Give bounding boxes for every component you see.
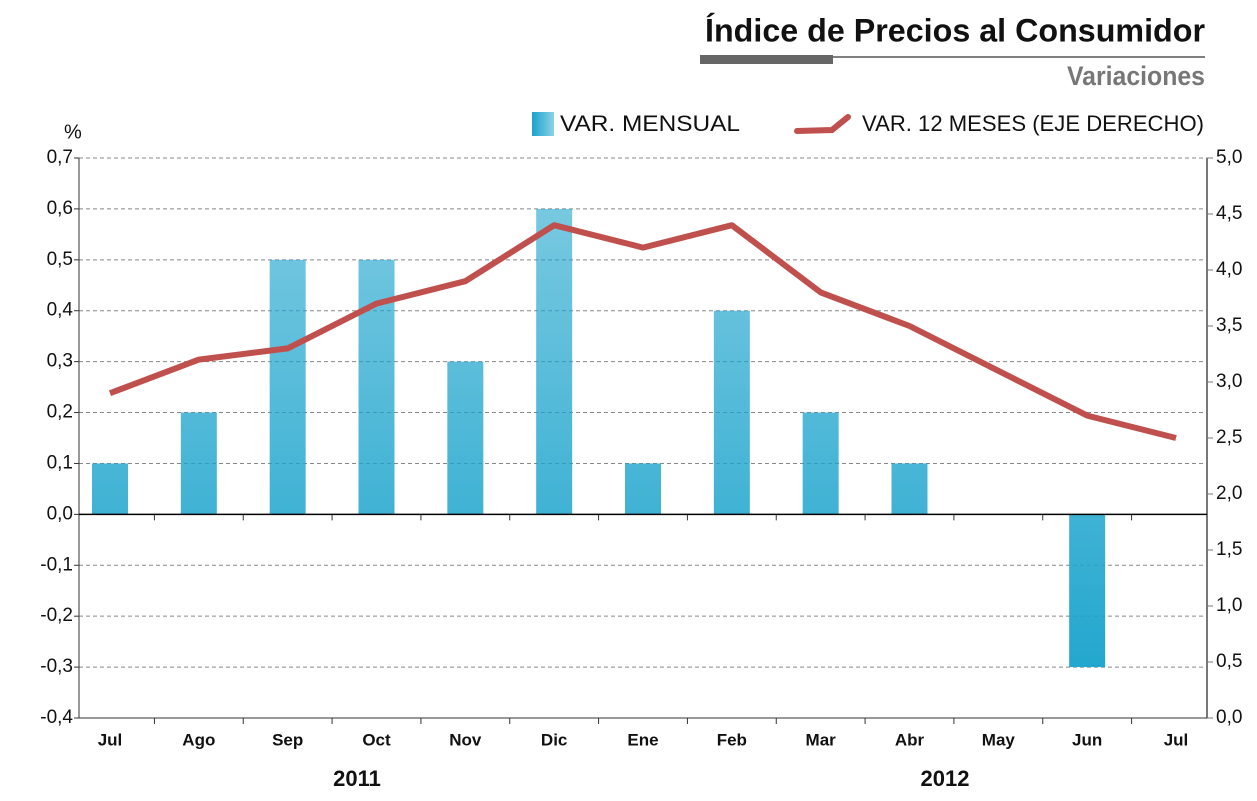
bar — [269, 259, 306, 515]
y-tick-label: 0,3 — [47, 351, 73, 372]
x-tick-label: Dic — [541, 730, 567, 749]
legend-swatch — [532, 112, 554, 136]
x-tick-label: Oct — [362, 730, 391, 749]
bar — [891, 463, 928, 515]
bar — [447, 361, 484, 515]
year-label: 2011 — [333, 766, 381, 791]
legend-label: VAR. MENSUAL — [560, 111, 740, 136]
y-tick-label: 0,2 — [47, 402, 73, 423]
title-bar — [700, 55, 833, 64]
y-tick-label: 0,0 — [47, 503, 73, 524]
x-tick-label: May — [982, 730, 1016, 749]
y-unit: % — [64, 121, 82, 143]
x-tick-label: Jul — [98, 730, 123, 749]
legend-label: VAR. 12 MESES (EJE DERECHO) — [862, 111, 1204, 136]
x-tick-label: Sep — [272, 730, 303, 749]
bar — [713, 310, 750, 515]
x-tick-label: Ago — [182, 730, 215, 749]
y2-tick-label: 5,0 — [1216, 147, 1242, 168]
x-tick-label: Abr — [895, 730, 925, 749]
y2-tick-label: 0,0 — [1216, 707, 1242, 728]
chart-title: Índice de Precios al Consumidor — [705, 12, 1205, 48]
x-tick-label: Mar — [806, 730, 837, 749]
bar — [802, 412, 839, 515]
bar — [92, 463, 128, 515]
y-tick-label: 0,7 — [47, 147, 73, 168]
x-tick-label: Jun — [1072, 730, 1102, 749]
bar — [180, 412, 217, 515]
y2-tick-label: 2,5 — [1216, 427, 1242, 448]
y2-tick-label: 3,5 — [1216, 315, 1242, 336]
y-tick-label: -0,2 — [40, 605, 73, 626]
y2-tick-label: 4,0 — [1216, 259, 1242, 280]
legend-line — [794, 114, 851, 134]
x-tick-label: Nov — [449, 730, 482, 749]
y2-tick-label: 1,5 — [1216, 539, 1242, 560]
bar — [1069, 514, 1106, 668]
line-series — [108, 222, 1177, 441]
bar — [625, 463, 661, 515]
chart-subtitle: Variaciones — [1067, 61, 1205, 91]
year-label: 2012 — [921, 766, 970, 791]
y-tick-label: -0,3 — [40, 656, 73, 677]
y2-tick-label: 0,5 — [1216, 651, 1242, 672]
x-tick-label: Feb — [717, 730, 747, 749]
x-tick-label: Ene — [627, 730, 658, 749]
bar — [536, 208, 573, 515]
y-tick-label: -0,4 — [40, 707, 73, 728]
y2-tick-label: 3,0 — [1216, 371, 1242, 392]
y-tick-label: 0,5 — [47, 249, 73, 270]
y-tick-label: 0,1 — [47, 452, 73, 473]
x-tick-label: Jul — [1164, 730, 1189, 749]
y2-tick-label: 1,0 — [1216, 595, 1242, 616]
y2-tick-label: 2,0 — [1216, 483, 1242, 504]
y-tick-label: 0,4 — [47, 300, 74, 321]
y-tick-label: -0,1 — [40, 554, 73, 575]
y-tick-label: 0,6 — [47, 198, 73, 219]
y2-tick-label: 4,5 — [1216, 203, 1242, 224]
